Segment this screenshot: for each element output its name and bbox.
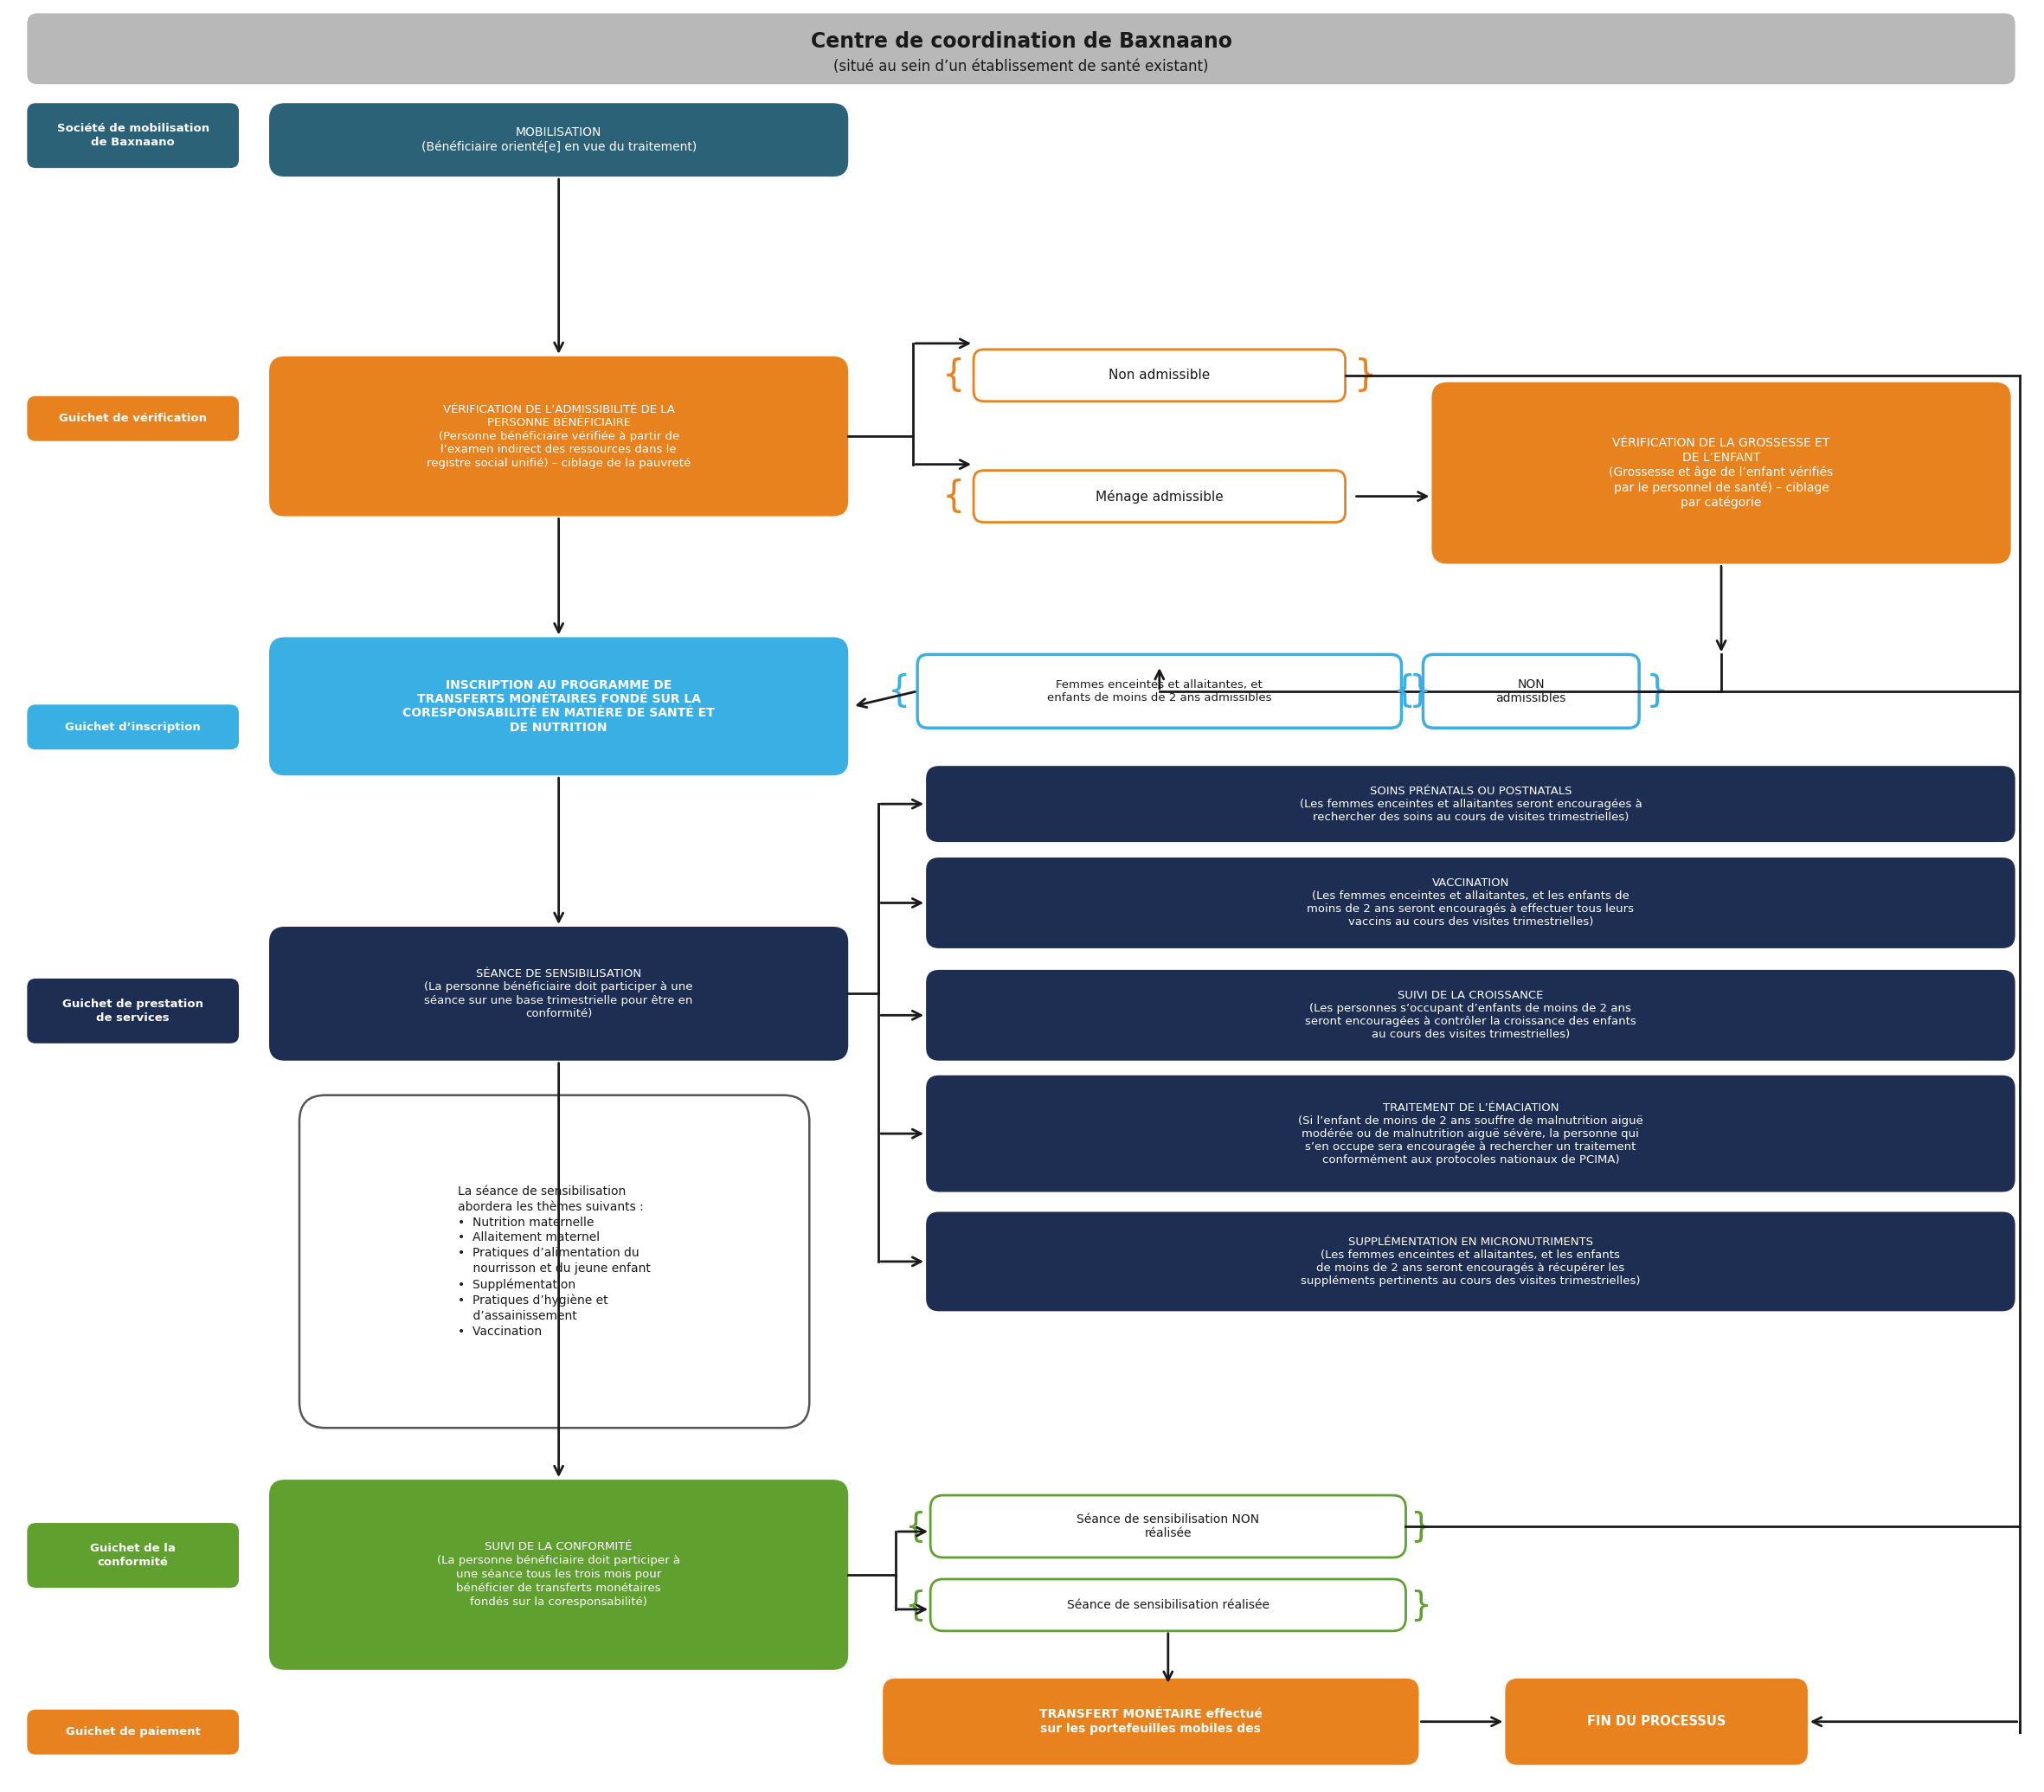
FancyBboxPatch shape: [883, 1679, 1419, 1765]
Text: }: }: [1645, 674, 1670, 710]
FancyBboxPatch shape: [270, 638, 848, 776]
Text: SUIVI DE LA CROISSANCE
(Les personnes s’occupant d’enfants de moins de 2 ans
ser: SUIVI DE LA CROISSANCE (Les personnes s’…: [1304, 991, 1635, 1041]
Text: SUPPLÉMENTATION EN MICRONUTRIMENTS
(Les femmes enceintes et allaitantes, et les : SUPPLÉMENTATION EN MICRONUTRIMENTS (Les …: [1300, 1236, 1641, 1287]
FancyBboxPatch shape: [270, 1480, 848, 1670]
Text: {: {: [905, 1511, 926, 1543]
Text: }: }: [1410, 1588, 1431, 1622]
Text: MOBILISATION
(Bénéficiaire orienté[e] en vue du traitement): MOBILISATION (Bénéficiaire orienté[e] en…: [421, 127, 697, 154]
FancyBboxPatch shape: [926, 765, 2015, 842]
Text: {: {: [942, 357, 965, 394]
FancyBboxPatch shape: [926, 1211, 2015, 1312]
Text: {: {: [905, 1588, 926, 1622]
Text: (situé au sein d’un établissement de santé existant): (situé au sein d’un établissement de san…: [834, 59, 1208, 75]
FancyBboxPatch shape: [270, 104, 848, 177]
FancyBboxPatch shape: [918, 654, 1402, 728]
Text: {: {: [942, 478, 965, 514]
Text: Guichet de vérification: Guichet de vérification: [59, 412, 206, 425]
FancyBboxPatch shape: [27, 704, 239, 749]
Text: FIN DU PROCESSUS: FIN DU PROCESSUS: [1586, 1715, 1725, 1727]
FancyBboxPatch shape: [930, 1495, 1406, 1557]
FancyBboxPatch shape: [1431, 382, 2011, 564]
Text: La séance de sensibilisation
abordera les thèmes suivants :
•  Nutrition materne: La séance de sensibilisation abordera le…: [458, 1185, 650, 1337]
FancyBboxPatch shape: [973, 471, 1345, 521]
Text: SÉANCE DE SENSIBILISATION
(La personne bénéficiaire doit participer à une
séance: SÉANCE DE SENSIBILISATION (La personne b…: [425, 968, 693, 1020]
FancyBboxPatch shape: [930, 1579, 1406, 1631]
FancyBboxPatch shape: [270, 357, 848, 516]
Text: Guichet de paiement: Guichet de paiement: [65, 1726, 200, 1738]
Text: {: {: [1394, 674, 1416, 710]
Text: Séance de sensibilisation réalisée: Séance de sensibilisation réalisée: [1067, 1598, 1269, 1611]
Text: }: }: [1408, 674, 1431, 710]
FancyBboxPatch shape: [27, 978, 239, 1043]
Text: VÉRIFICATION DE LA GROSSESSE ET
DE L’ENFANT
(Grossesse et âge de l’enfant vérifi: VÉRIFICATION DE LA GROSSESSE ET DE L’ENF…: [1609, 437, 1833, 509]
FancyBboxPatch shape: [1423, 654, 1639, 728]
Text: Femmes enceintes et allaitantes, et
enfants de moins de 2 ans admissibles: Femmes enceintes et allaitantes, et enfa…: [1047, 679, 1271, 702]
FancyBboxPatch shape: [27, 1523, 239, 1588]
Text: }: }: [1410, 1511, 1431, 1543]
Text: NON
admissibles: NON admissibles: [1496, 677, 1566, 704]
FancyBboxPatch shape: [27, 13, 2015, 84]
FancyBboxPatch shape: [926, 1075, 2015, 1192]
Text: }: }: [1353, 357, 1378, 394]
Text: Guichet d’inscription: Guichet d’inscription: [65, 722, 200, 733]
FancyBboxPatch shape: [27, 1710, 239, 1754]
FancyBboxPatch shape: [27, 104, 239, 168]
Text: Guichet de la
conformité: Guichet de la conformité: [90, 1543, 176, 1568]
Text: SUIVI DE LA CONFORMITÉ
(La personne bénéficiaire doit participer à
une séance to: SUIVI DE LA CONFORMITÉ (La personne béné…: [437, 1541, 681, 1607]
Text: VÉRIFICATION DE L’ADMISSIBILITÉ DE LA
PERSONNE BÉNÉFICIAIRE
(Personne bénéficiai: VÉRIFICATION DE L’ADMISSIBILITÉ DE LA PE…: [427, 403, 691, 470]
Text: Guichet de prestation
de services: Guichet de prestation de services: [63, 998, 204, 1023]
Text: Non admissible: Non admissible: [1108, 369, 1210, 382]
FancyBboxPatch shape: [27, 396, 239, 441]
Text: TRANSFERT MONÉTAIRE effectué
sur les portefeuilles mobiles des: TRANSFERT MONÉTAIRE effectué sur les por…: [1038, 1708, 1263, 1735]
FancyBboxPatch shape: [270, 926, 848, 1061]
Text: Ménage admissible: Ménage admissible: [1096, 489, 1224, 504]
Text: TRAITEMENT DE L’ÉMACIATION
(Si l’enfant de moins de 2 ans souffre de malnutritio: TRAITEMENT DE L’ÉMACIATION (Si l’enfant …: [1298, 1102, 1643, 1165]
FancyBboxPatch shape: [1504, 1679, 1807, 1765]
Text: VACCINATION
(Les femmes enceintes et allaitantes, et les enfants de
moins de 2 a: VACCINATION (Les femmes enceintes et all…: [1306, 878, 1633, 928]
Text: SOINS PRÉNATALS OU POSTNATALS
(Les femmes enceintes et allaitantes seront encour: SOINS PRÉNATALS OU POSTNATALS (Les femme…: [1300, 785, 1641, 823]
FancyBboxPatch shape: [298, 1095, 809, 1428]
FancyBboxPatch shape: [973, 349, 1345, 401]
Text: {: {: [887, 674, 910, 710]
FancyBboxPatch shape: [926, 969, 2015, 1061]
Text: INSCRIPTION AU PROGRAMME DE
TRANSFERTS MONÉTAIRES FONDÉ SUR LA
CORESPONSABILITÉ : INSCRIPTION AU PROGRAMME DE TRANSFERTS M…: [403, 679, 715, 733]
Text: Société de mobilisation
de Baxnaano: Société de mobilisation de Baxnaano: [57, 124, 208, 149]
FancyBboxPatch shape: [926, 858, 2015, 948]
Text: Centre de coordination de Baxnaano: Centre de coordination de Baxnaano: [809, 32, 1233, 52]
Text: Séance de sensibilisation NON
réalisée: Séance de sensibilisation NON réalisée: [1077, 1512, 1259, 1539]
